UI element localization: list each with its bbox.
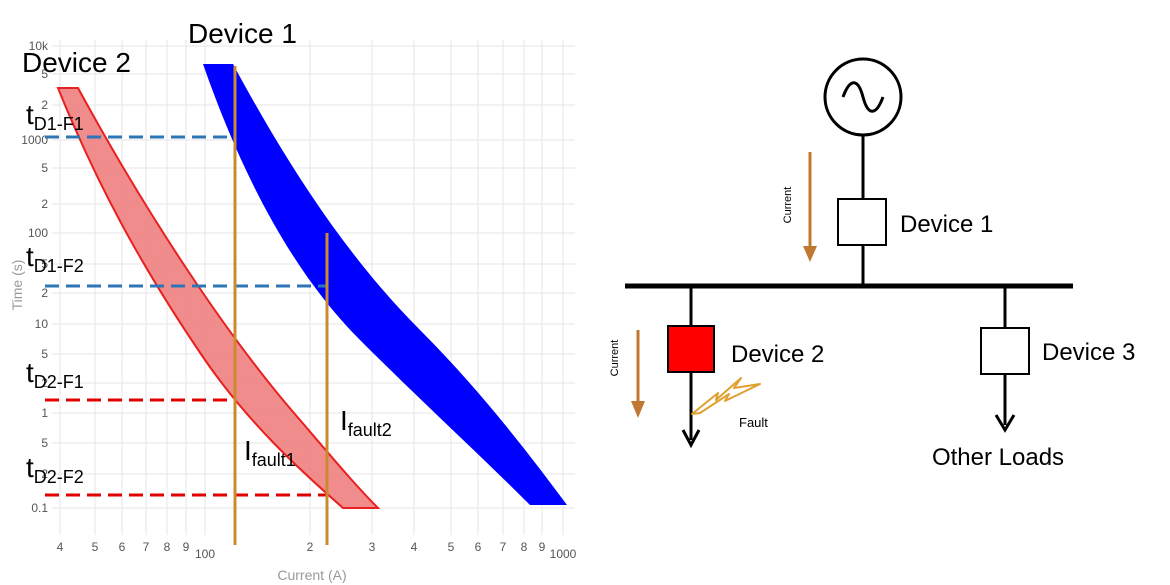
- x-tick-label: 5: [448, 540, 455, 554]
- x-tick-label: 8: [521, 540, 528, 554]
- x-tick-label: 5: [92, 540, 99, 554]
- y-tick-label: 5: [41, 436, 48, 450]
- x-tick-label: 8: [164, 540, 171, 554]
- chart-device1-label: Device 1: [188, 18, 297, 49]
- current-arrow-2-head: [631, 401, 645, 418]
- device1-curve-band: [203, 64, 567, 505]
- current-arrow-1-head: [803, 246, 817, 262]
- t-d1-f1-label: tD1-F1: [26, 99, 84, 134]
- x-axis-label: Current (A): [277, 567, 346, 583]
- y-tick-label: 10k: [29, 39, 49, 53]
- y-tick-label: 2: [41, 98, 48, 112]
- y-axis-label: Time (s): [9, 260, 25, 311]
- device2-box: [667, 325, 715, 373]
- y-tick-label: 2: [41, 286, 48, 300]
- x-tick-label: 6: [475, 540, 482, 554]
- y-tick-label: 10: [35, 317, 49, 331]
- x-tick-label: 3: [369, 540, 376, 554]
- y-tick-label: 2: [41, 376, 48, 390]
- device1-box: [837, 198, 887, 246]
- i-fault1-label: Ifault1: [244, 435, 296, 470]
- x-tick-label: 100: [195, 547, 215, 561]
- y-tick-label: 5: [41, 257, 48, 271]
- fault-lightning-icon: [691, 377, 761, 415]
- x-tick-label: 9: [539, 540, 546, 554]
- x-tick-label: 9: [183, 540, 190, 554]
- t-d2-f1-label: tD2-F1: [26, 357, 84, 392]
- device2-label: Device 2: [731, 341, 824, 368]
- device3-label: Device 3: [1042, 339, 1135, 366]
- y-tick-label: 5: [41, 67, 48, 81]
- x-tick-label: 7: [500, 540, 507, 554]
- current-label-2: Current: [609, 340, 621, 377]
- x-tick-label: 4: [411, 540, 418, 554]
- y-tick-label: 1000: [21, 133, 48, 147]
- t-d1-f2-label: tD1-F2: [26, 241, 84, 276]
- device3-box: [980, 327, 1030, 375]
- y-tick-labels: 10k 5 2 1000 5 2 100 5 2 10 5 2 1 5 2 0.…: [21, 39, 49, 515]
- y-tick-label: 5: [41, 161, 48, 175]
- other-loads-label: Other Loads: [932, 444, 1064, 471]
- x-tick-label: 7: [143, 540, 150, 554]
- one-line-diagram: Device 1 Current Device 2 Current Fault …: [609, 57, 1135, 471]
- y-tick-label: 2: [41, 197, 48, 211]
- fault-label: Fault: [739, 415, 768, 430]
- y-tick-label: 0.1: [31, 501, 48, 515]
- y-tick-label: 2: [41, 467, 48, 481]
- y-tick-label: 100: [28, 226, 48, 240]
- x-tick-label: 4: [57, 540, 64, 554]
- chart-device2-label: Device 2: [22, 47, 131, 78]
- current-label-1: Current: [782, 187, 794, 224]
- device2-curve-band: [56, 87, 381, 509]
- t-d2-f2-label: tD2-F2: [26, 452, 84, 487]
- x-tick-label: 1000: [550, 547, 577, 561]
- i-fault2-label: Ifault2: [340, 405, 392, 440]
- tcc-chart: 10k 5 2 1000 5 2 100 5 2 10 5 2 1 5 2 0.…: [9, 18, 577, 583]
- x-tick-labels: 4 5 6 7 8 9 100 2 3 4 5 6 7 8 9 1000: [57, 540, 577, 561]
- y-tick-label: 5: [41, 347, 48, 361]
- device3-load-arrow-icon: [994, 414, 1016, 433]
- sine-wave-icon: [841, 81, 885, 113]
- x-tick-label: 2: [307, 540, 314, 554]
- x-tick-label: 6: [119, 540, 126, 554]
- y-tick-label: 1: [41, 406, 48, 420]
- device1-label: Device 1: [900, 211, 993, 238]
- device2-load-arrow-icon: [681, 429, 701, 449]
